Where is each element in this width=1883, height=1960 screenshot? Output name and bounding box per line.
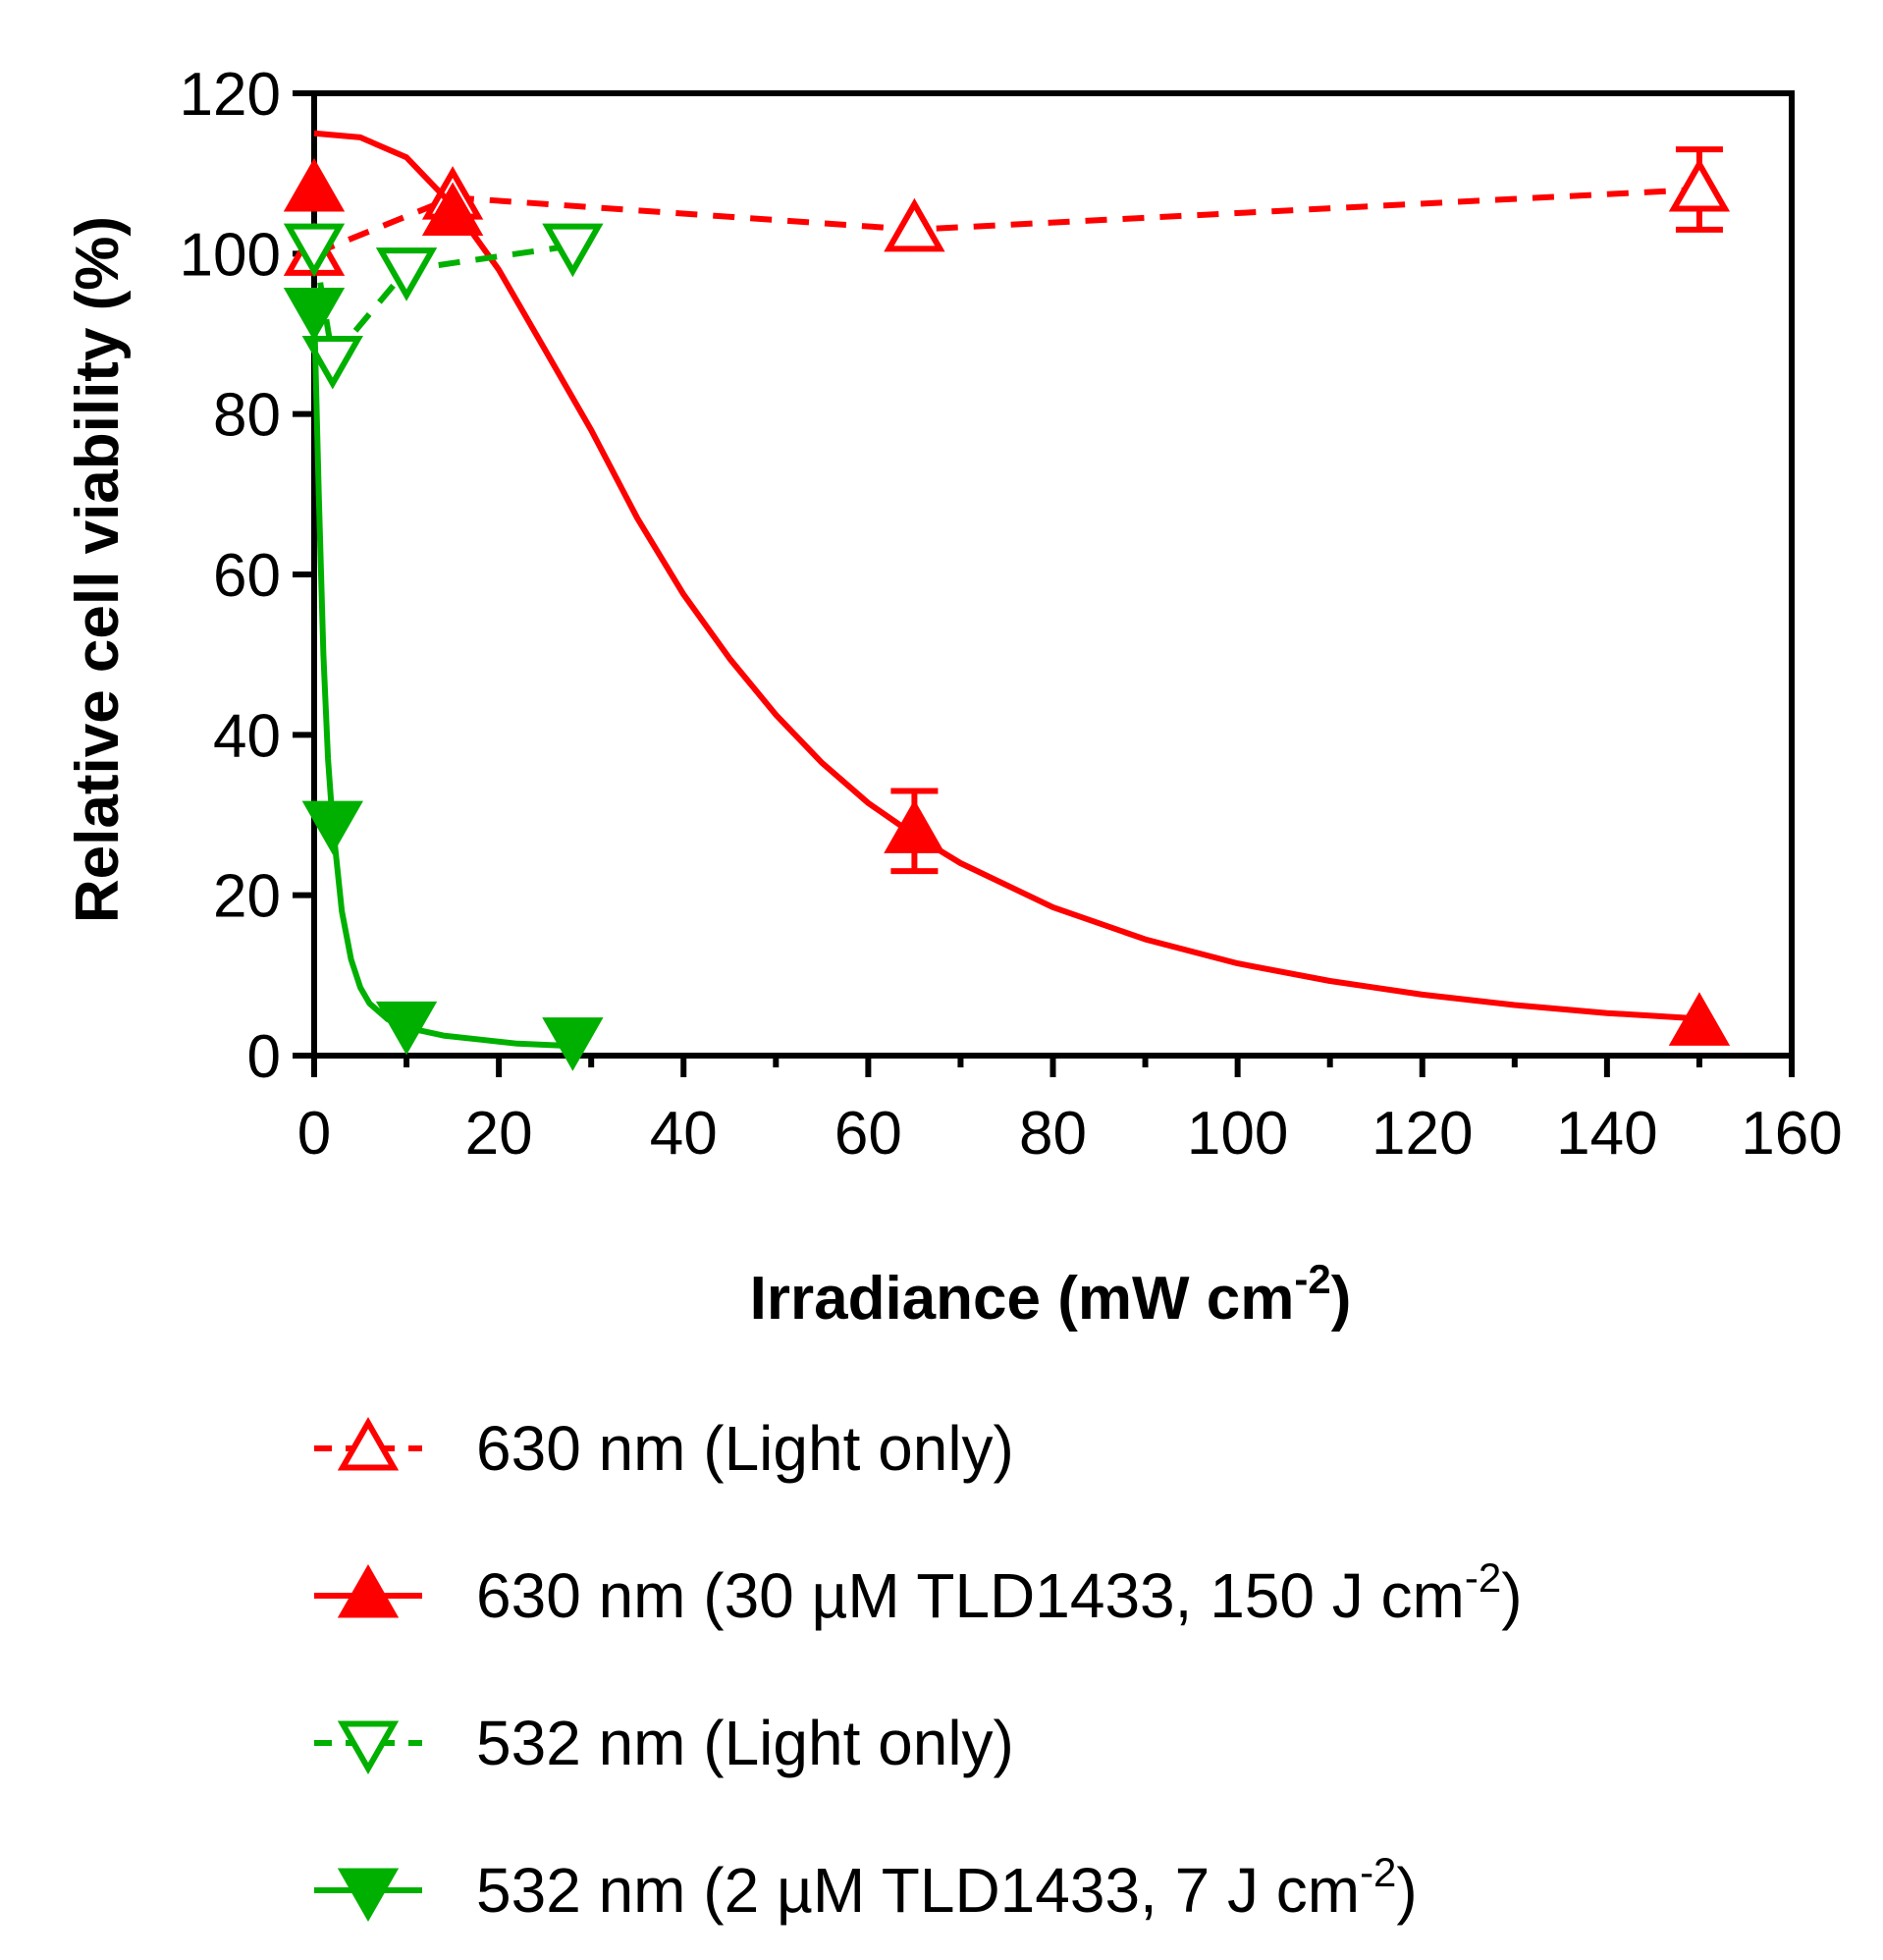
x-tick-label: 100 xyxy=(1187,1100,1288,1168)
data-point xyxy=(283,288,346,342)
legend-item-1: 630 nm (Light only) xyxy=(314,1413,1014,1484)
series-2 xyxy=(283,130,1731,1046)
data-point xyxy=(1668,157,1731,212)
series-line xyxy=(311,309,573,1050)
y-axis: 0 20 40 60 80 100 120 xyxy=(180,61,314,1091)
legend-label-tail: ) xyxy=(1501,1560,1522,1631)
data-point xyxy=(1668,992,1731,1046)
legend-label-tail: ) xyxy=(1396,1855,1417,1926)
x-tick-label: 160 xyxy=(1741,1100,1842,1168)
legend-label-sup: -2 xyxy=(1465,1554,1501,1601)
legend-marker xyxy=(337,1720,400,1775)
data-point xyxy=(375,247,438,301)
legend-item-2: 630 nm (30 µM TLD1433, 150 J cm-2) xyxy=(314,1554,1523,1631)
legend-marker xyxy=(337,1416,400,1471)
plot-frame xyxy=(311,90,1795,1059)
series-line xyxy=(313,130,1700,1022)
data-point xyxy=(301,336,363,390)
legend-label: 532 nm (Light only) xyxy=(476,1708,1014,1778)
legend-item-4: 532 nm (2 µM TLD1433, 7 J cm-2) xyxy=(314,1849,1418,1926)
x-axis-title-main: Irradiance (mW cm xyxy=(750,1265,1295,1333)
y-tick-label: 120 xyxy=(180,61,281,129)
x-axis-title-sup: -2 xyxy=(1294,1256,1330,1302)
series-layer xyxy=(283,130,1731,1071)
legend-item-3: 532 nm (Light only) xyxy=(314,1708,1014,1778)
legend-label-main: 532 nm (Light only) xyxy=(476,1708,1014,1778)
data-point xyxy=(375,1001,438,1056)
legend-label-main: 630 nm (30 µM TLD1433, 150 J cm xyxy=(476,1560,1465,1631)
legend-label-main: 532 nm (2 µM TLD1433, 7 J cm xyxy=(476,1855,1360,1926)
legend-marker xyxy=(337,1563,400,1618)
x-axis-title: Irradiance (mW cm-2) xyxy=(750,1256,1352,1333)
legend-label-main: 630 nm (Light only) xyxy=(476,1413,1014,1484)
x-tick-label: 60 xyxy=(834,1100,902,1168)
legend-label: 532 nm (2 µM TLD1433, 7 J cm-2) xyxy=(476,1849,1418,1926)
y-tick-label: 0 xyxy=(247,1023,281,1091)
series-line xyxy=(312,187,1700,257)
legend-marker xyxy=(337,1868,400,1923)
data-point xyxy=(884,197,945,252)
data-point xyxy=(542,1017,604,1071)
data-point xyxy=(421,182,484,236)
x-tick-label: 40 xyxy=(650,1100,718,1168)
legend: 630 nm (Light only) 630 nm (30 µM TLD1433… xyxy=(314,1413,1523,1926)
series-4 xyxy=(283,288,604,1071)
y-tick-label: 20 xyxy=(213,863,281,931)
legend-label-sup: -2 xyxy=(1360,1849,1396,1895)
data-point xyxy=(283,157,346,212)
x-tick-label: 120 xyxy=(1372,1100,1473,1168)
x-tick-label: 140 xyxy=(1556,1100,1657,1168)
data-point xyxy=(542,223,604,278)
y-tick-label: 100 xyxy=(180,221,281,289)
y-tick-label: 40 xyxy=(213,702,281,770)
series-1 xyxy=(283,146,1731,276)
data-point xyxy=(301,800,363,855)
x-tick-label: 0 xyxy=(297,1100,331,1168)
x-axis-title-tail: ) xyxy=(1331,1265,1352,1333)
data-point xyxy=(884,799,945,853)
y-axis-title: Relative cell viability (%) xyxy=(64,216,132,923)
x-tick-label: 20 xyxy=(465,1100,533,1168)
legend-label: 630 nm (30 µM TLD1433, 150 J cm-2) xyxy=(476,1554,1523,1631)
x-axis: 0 20 40 60 80 100 120 140 160 xyxy=(297,1056,1843,1168)
plot-border xyxy=(311,90,1795,1059)
y-tick-label: 80 xyxy=(213,382,281,450)
x-tick-label: 80 xyxy=(1019,1100,1087,1168)
legend-label: 630 nm (Light only) xyxy=(476,1413,1014,1484)
data-point xyxy=(283,223,346,278)
y-tick-label: 60 xyxy=(213,542,281,610)
